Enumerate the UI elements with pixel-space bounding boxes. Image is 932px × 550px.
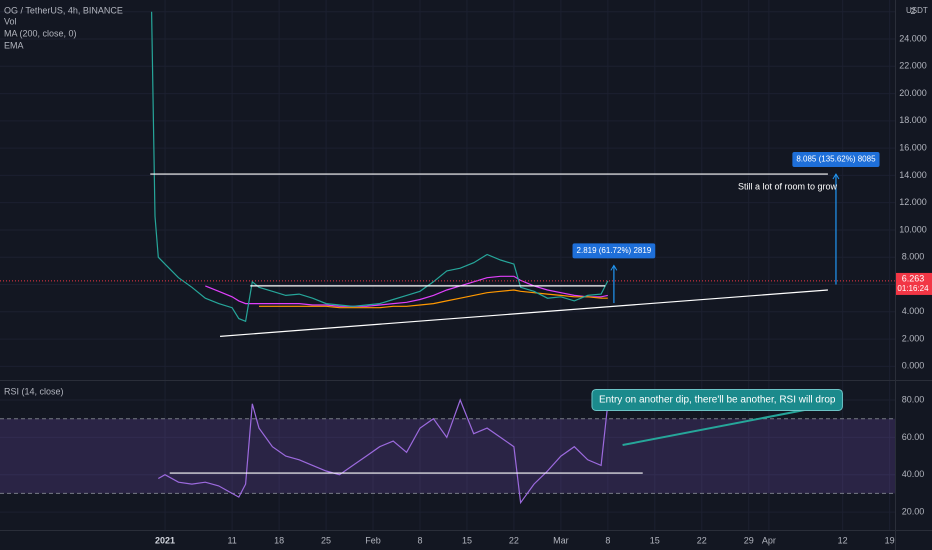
- annotation: Still a lot of room to grow: [738, 181, 838, 191]
- measure-label-text: 8.085 (135.62%) 8085: [796, 155, 876, 164]
- y-tick-label: 2.000: [902, 333, 925, 343]
- x-tick-label: 11: [227, 535, 236, 545]
- x-tick-label: Feb: [365, 535, 381, 545]
- measure-label: 2.819 (61.72%) 2819: [572, 243, 656, 259]
- legend-entry: EMA: [4, 40, 24, 50]
- x-tick-label: 22: [509, 535, 519, 545]
- rsi-line: [158, 398, 609, 505]
- measure-label: 8.085 (135.62%) 8085: [792, 152, 880, 168]
- legend-entry: Vol: [4, 16, 17, 26]
- x-tick-label: 12: [838, 535, 848, 545]
- x-tick-label: 25: [321, 535, 331, 545]
- y-tick-label: 14.000: [899, 170, 927, 180]
- y-tick-label: 16.000: [899, 143, 927, 153]
- y-tick-label: 24.000: [899, 33, 927, 43]
- arrow-head: [832, 173, 840, 180]
- y-tick-label: 20.00: [902, 506, 925, 516]
- legend-entry: MA (200, close, 0): [4, 28, 77, 38]
- measure-label-box: [792, 152, 880, 168]
- x-tick-label: 15: [462, 535, 472, 545]
- pane-title: RSI (14, close): [4, 386, 64, 396]
- measure-label-box: [572, 243, 656, 259]
- price-line: [151, 11, 609, 323]
- x-tick-label: 2021: [155, 535, 175, 545]
- ma-line: [259, 289, 608, 309]
- y-tick-label: 18.000: [899, 115, 927, 125]
- ma-line: [205, 275, 608, 307]
- pane-title: OG / TetherUS, 4h, BINANCE: [4, 5, 123, 15]
- y-tick-label: 8.000: [902, 252, 925, 262]
- trend-line: [220, 289, 828, 337]
- countdown-label: 01:16:24: [897, 284, 929, 293]
- x-tick-label: Mar: [553, 535, 569, 545]
- y-tick-label: 12.000: [899, 197, 927, 207]
- measure-label-text: 2.819 (61.72%) 2819: [577, 246, 652, 255]
- y-tick-label: 80.00: [902, 394, 925, 404]
- y-tick-label: 40.00: [902, 469, 925, 479]
- currency-label: USDT: [906, 6, 928, 15]
- callout-text: Entry on another dip, there'll be anothe…: [599, 395, 836, 406]
- y-tick-label: 0.000: [902, 361, 925, 371]
- callout-pointer: [622, 404, 831, 447]
- last-price-box: [896, 272, 932, 295]
- x-tick-label: 15: [650, 535, 660, 545]
- x-tick-label: 22: [697, 535, 707, 545]
- rsi-band: [0, 418, 895, 494]
- callout-box: [591, 388, 843, 411]
- x-tick-label: 8: [417, 535, 422, 545]
- y-tick-label: 20.000: [899, 88, 927, 98]
- x-tick-label: 29: [744, 535, 754, 545]
- x-tick-label: Apr: [762, 535, 776, 545]
- y-tick-label: 2: [910, 6, 915, 16]
- last-price-label: 6.263: [902, 273, 925, 283]
- x-tick-label: 19: [885, 535, 895, 545]
- y-tick-label: 4.000: [902, 306, 925, 316]
- arrow-head: [610, 264, 618, 271]
- x-tick-label: 18: [274, 535, 284, 545]
- y-tick-label: 60.00: [902, 432, 925, 442]
- x-tick-label: 8: [605, 535, 610, 545]
- y-tick-label: 10.000: [899, 224, 927, 234]
- y-tick-label: 22.000: [899, 61, 927, 71]
